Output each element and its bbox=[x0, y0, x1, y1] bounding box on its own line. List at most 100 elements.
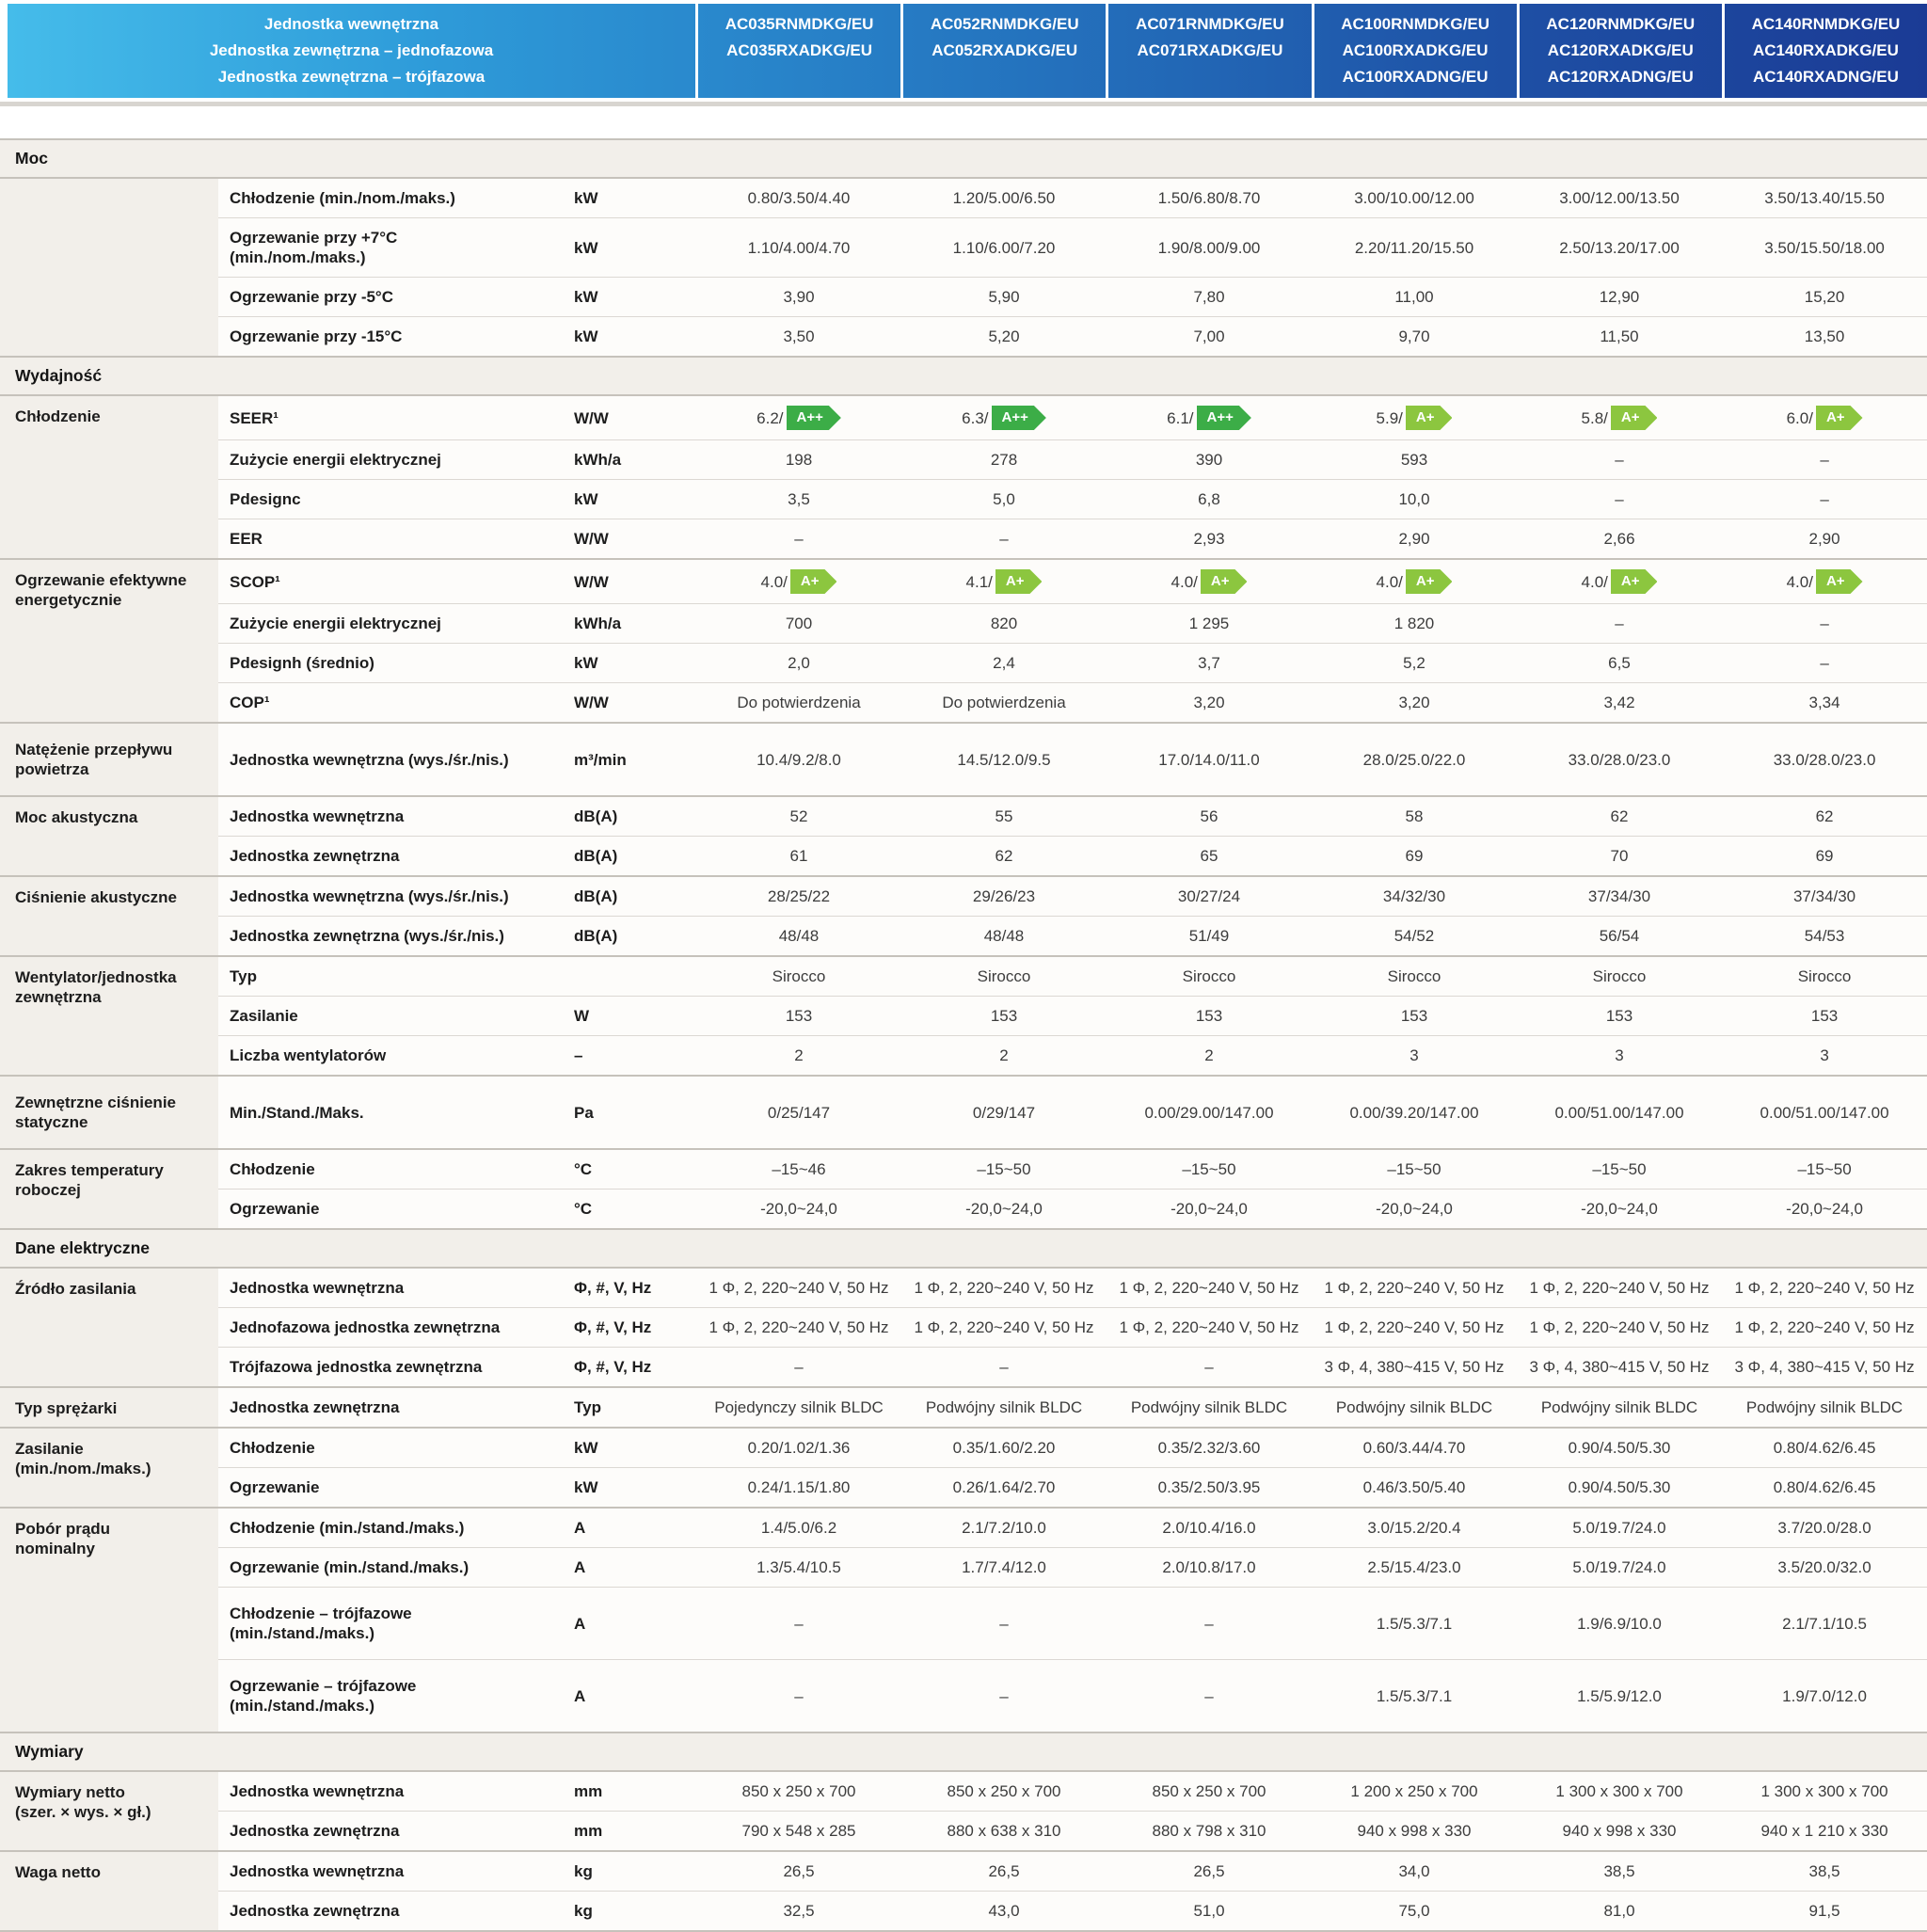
value-cell: 1.5/5.3/7.1 bbox=[1312, 1659, 1517, 1732]
value-cell: 65 bbox=[1107, 836, 1312, 876]
header-label-outdoor-single-phase: Jednostka zewnętrzna – jednofazowa bbox=[209, 41, 494, 59]
table-row: Ogrzewanie (min./stand./maks.) A 1.3/5.4/1… bbox=[0, 1547, 1927, 1588]
value-cell: 3,20 bbox=[1107, 682, 1312, 723]
table-row: Jednostka zewnętrzna mm 790 x 548 x 285 880… bbox=[0, 1811, 1927, 1851]
energy-class-badge: A+ bbox=[790, 569, 837, 594]
value-cell: -20,0~24,0 bbox=[1517, 1189, 1722, 1229]
value-cell: 1.3/5.4/10.5 bbox=[696, 1547, 901, 1588]
value-cell: 940 x 1 210 x 330 bbox=[1722, 1811, 1927, 1851]
value-cell: 1 Φ, 2, 220~240 V, 50 Hz bbox=[1722, 1307, 1927, 1348]
value-cell: 48/48 bbox=[901, 916, 1107, 956]
value-cell: 48/48 bbox=[696, 916, 901, 956]
value-cell: 820 bbox=[901, 603, 1107, 644]
value-cell: 0.26/1.64/2.70 bbox=[901, 1467, 1107, 1508]
value-cell: 2.1/7.2/10.0 bbox=[901, 1507, 1107, 1548]
value-cell: 0/29/147 bbox=[901, 1075, 1107, 1149]
unit-cell: W/W bbox=[565, 682, 696, 723]
value-cell: 2,0 bbox=[696, 643, 901, 683]
rating-value: 6.2/A++ bbox=[706, 406, 892, 430]
param-cell: Jednostka zewnętrzna (wys./śr./nis.) bbox=[218, 916, 565, 956]
value-cell: – bbox=[901, 1587, 1107, 1660]
value-cell: Podwójny silnik BLDC bbox=[1107, 1386, 1312, 1428]
model-name: AC140RXADKG/EU bbox=[1752, 41, 1899, 59]
table-row: Wymiary netto (szer. × wys. × gł.) Jednos… bbox=[0, 1770, 1927, 1851]
value-cell: 940 x 998 x 330 bbox=[1517, 1811, 1722, 1851]
value-cell: 2,66 bbox=[1517, 519, 1722, 559]
rating-value: 5.9/A+ bbox=[1321, 406, 1507, 430]
value-cell: 1 200 x 250 x 700 bbox=[1312, 1770, 1517, 1812]
unit-cell bbox=[565, 955, 696, 997]
unit-cell: kg bbox=[565, 1850, 696, 1892]
rating-number: 4.0/ bbox=[1171, 572, 1198, 591]
value-cell: 1 300 x 300 x 700 bbox=[1722, 1770, 1927, 1812]
table-row: Pobór prądu nominalny Chłodzenie (min./st… bbox=[0, 1507, 1927, 1732]
value-cell: 3.00/10.00/12.00 bbox=[1312, 177, 1517, 218]
table-row: Ogrzewanie przy -15°C kW 3,50 5,20 7,00 9,70 1… bbox=[0, 316, 1927, 357]
value-cell: – bbox=[901, 519, 1107, 559]
rating-number: 4.1/ bbox=[965, 572, 993, 591]
value-cell: 1 300 x 300 x 700 bbox=[1517, 1770, 1722, 1812]
value-cell: 38,5 bbox=[1722, 1850, 1927, 1892]
unit-cell: Typ bbox=[565, 1386, 696, 1428]
rating-value: 4.0/A+ bbox=[1731, 569, 1918, 594]
model-name: AC120RNMDKG/EU bbox=[1546, 15, 1696, 33]
energy-class-badge: A+ bbox=[1201, 569, 1248, 594]
param-cell: Jednostka zewnętrzna bbox=[218, 1811, 565, 1851]
unit-cell: W/W bbox=[565, 558, 696, 604]
value-cell: 43,0 bbox=[901, 1891, 1107, 1931]
unit-cell: mm bbox=[565, 1770, 696, 1812]
category-cell: Zewnętrzne ciśnienie statyczne bbox=[0, 1075, 218, 1149]
param-cell: Jednostka zewnętrzna bbox=[218, 1386, 565, 1428]
value-cell: 0.00/39.20/147.00 bbox=[1312, 1075, 1517, 1149]
value-cell: 153 bbox=[1312, 996, 1517, 1036]
unit-cell: kg bbox=[565, 1891, 696, 1931]
value-cell: -20,0~24,0 bbox=[1312, 1189, 1517, 1229]
value-cell: 1.5/5.9/12.0 bbox=[1517, 1659, 1722, 1732]
param-cell: Chłodzenie (min./nom./maks.) bbox=[218, 177, 565, 218]
table-row: Zużycie energii elektrycznej kWh/a 700 820 1… bbox=[0, 603, 1927, 644]
value-cell: 0.35/2.32/3.60 bbox=[1107, 1427, 1312, 1468]
value-cell: 1 820 bbox=[1312, 603, 1517, 644]
param-cell: Liczba wentylatorów bbox=[218, 1035, 565, 1076]
unit-cell: W/W bbox=[565, 394, 696, 440]
value-cell: – bbox=[1722, 643, 1927, 683]
value-cell: Podwójny silnik BLDC bbox=[1517, 1386, 1722, 1428]
value-cell: -20,0~24,0 bbox=[901, 1189, 1107, 1229]
value-cell: 33.0/28.0/23.0 bbox=[1722, 722, 1927, 796]
value-cell: 2.5/15.4/23.0 bbox=[1312, 1547, 1517, 1588]
value-cell: – bbox=[1722, 439, 1927, 480]
unit-cell: – bbox=[565, 1035, 696, 1076]
category-cell bbox=[0, 177, 218, 357]
value-cell: 3,50 bbox=[696, 316, 901, 357]
value-cell: 880 x 638 x 310 bbox=[901, 1811, 1107, 1851]
model-name: AC035RXADKG/EU bbox=[726, 41, 873, 59]
model-name: AC071RNMDKG/EU bbox=[1136, 15, 1284, 33]
value-cell: 26,5 bbox=[696, 1850, 901, 1892]
table-row: Natężenie przepływu powietrza Jednostka w… bbox=[0, 722, 1927, 796]
energy-class-badge: A+ bbox=[1816, 406, 1863, 430]
unit-cell: °C bbox=[565, 1148, 696, 1190]
table-row: Ciśnienie akustyczne Jednostka wewnętrzna… bbox=[0, 875, 1927, 956]
category-cell: Zasilanie (min./nom./maks.) bbox=[0, 1427, 218, 1508]
rating-value: 5.8/A+ bbox=[1526, 406, 1712, 430]
model-name: AC052RNMDKG/EU bbox=[930, 15, 1079, 33]
value-cell: 6.1/A++ bbox=[1107, 394, 1312, 440]
value-cell: 26,5 bbox=[1107, 1850, 1312, 1892]
energy-class-badge: A++ bbox=[787, 406, 841, 430]
table-row: Ogrzewanie przy +7°C (min./nom./maks.) kW… bbox=[0, 217, 1927, 278]
param-cell: Ogrzewanie bbox=[218, 1189, 565, 1229]
value-cell: 2,90 bbox=[1722, 519, 1927, 559]
param-cell: Zasilanie bbox=[218, 996, 565, 1036]
value-cell: – bbox=[696, 519, 901, 559]
value-cell: 69 bbox=[1722, 836, 1927, 876]
param-cell: Pdesignh (średnio) bbox=[218, 643, 565, 683]
model-name: AC100RXADKG/EU bbox=[1342, 41, 1489, 59]
value-cell: 153 bbox=[696, 996, 901, 1036]
value-cell: 153 bbox=[901, 996, 1107, 1036]
value-cell: 14.5/12.0/9.5 bbox=[901, 722, 1107, 796]
rating-value: 6.0/A+ bbox=[1731, 406, 1918, 430]
param-cell: Zużycie energii elektrycznej bbox=[218, 439, 565, 480]
model-name: AC120RXADNG/EU bbox=[1547, 68, 1694, 86]
model-header-cell: AC120RNMDKG/EU AC120RXADKG/EU AC120RXADNG/… bbox=[1520, 4, 1725, 98]
value-cell: –15~50 bbox=[1107, 1148, 1312, 1190]
